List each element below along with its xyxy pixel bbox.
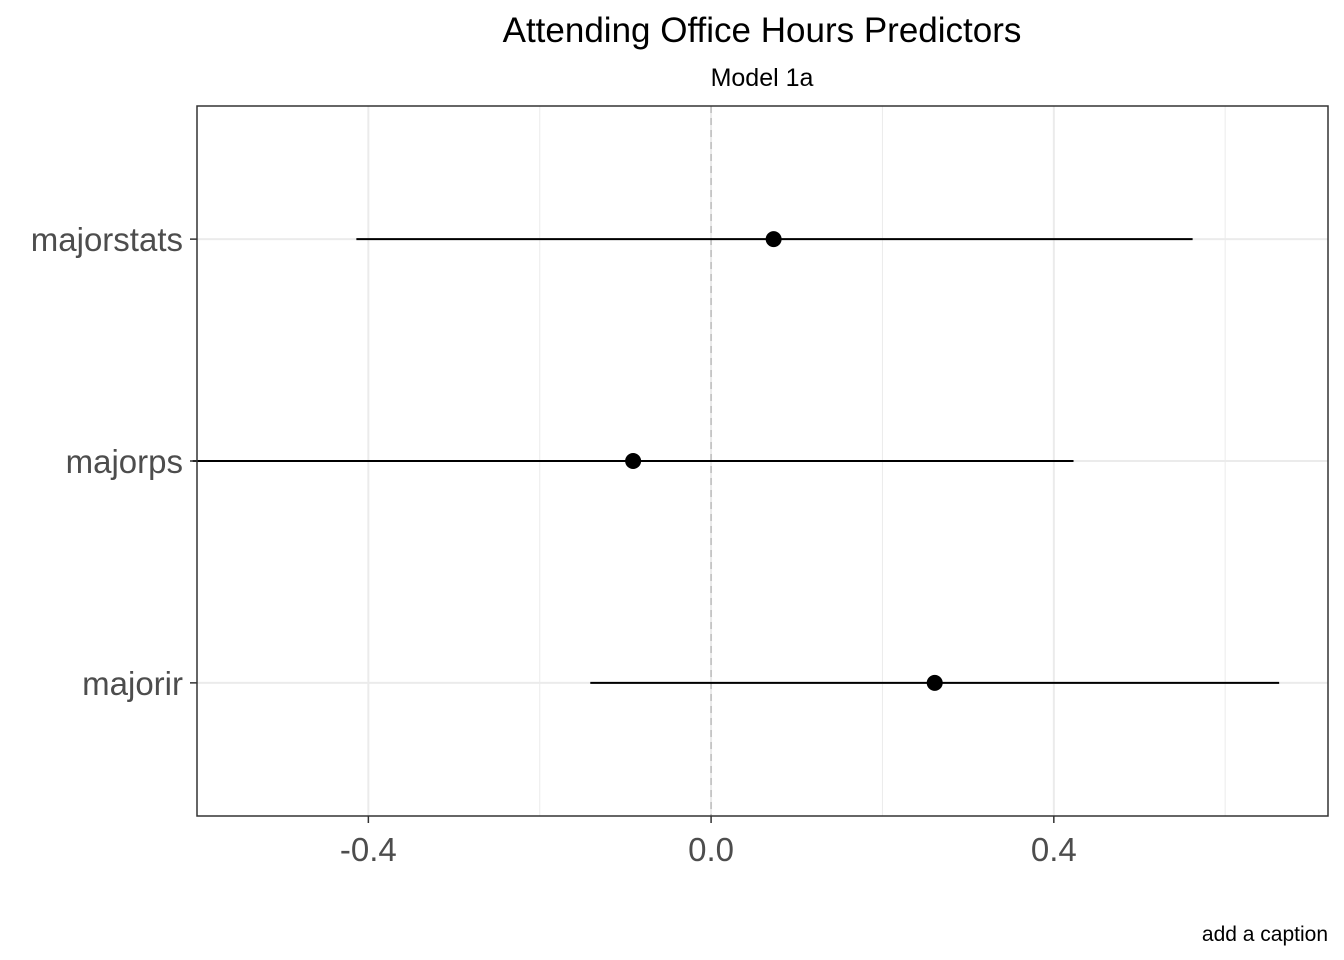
y-tick-label-majorstats: majorstats — [31, 221, 183, 258]
estimate-point-majorstats — [765, 231, 782, 248]
y-tick-label-majorps: majorps — [66, 443, 183, 480]
y-tick-label-majorir: majorir — [82, 665, 183, 702]
estimate-point-majorps — [625, 453, 642, 469]
estimate-marks — [192, 231, 1280, 691]
chart-caption: add a caption — [1202, 923, 1328, 946]
x-axis: -0.4 0.0 0.4 — [340, 816, 1077, 868]
x-tick-label: -0.4 — [340, 831, 397, 868]
y-axis: majorstats majorps majorir — [31, 221, 197, 702]
estimate-point-majorir — [926, 674, 943, 691]
x-tick-label: 0.0 — [688, 831, 734, 868]
chart-subtitle: Model 1a — [711, 64, 814, 92]
chart-title: Attending Office Hours Predictors — [503, 11, 1022, 50]
x-tick-label: 0.4 — [1031, 831, 1077, 868]
